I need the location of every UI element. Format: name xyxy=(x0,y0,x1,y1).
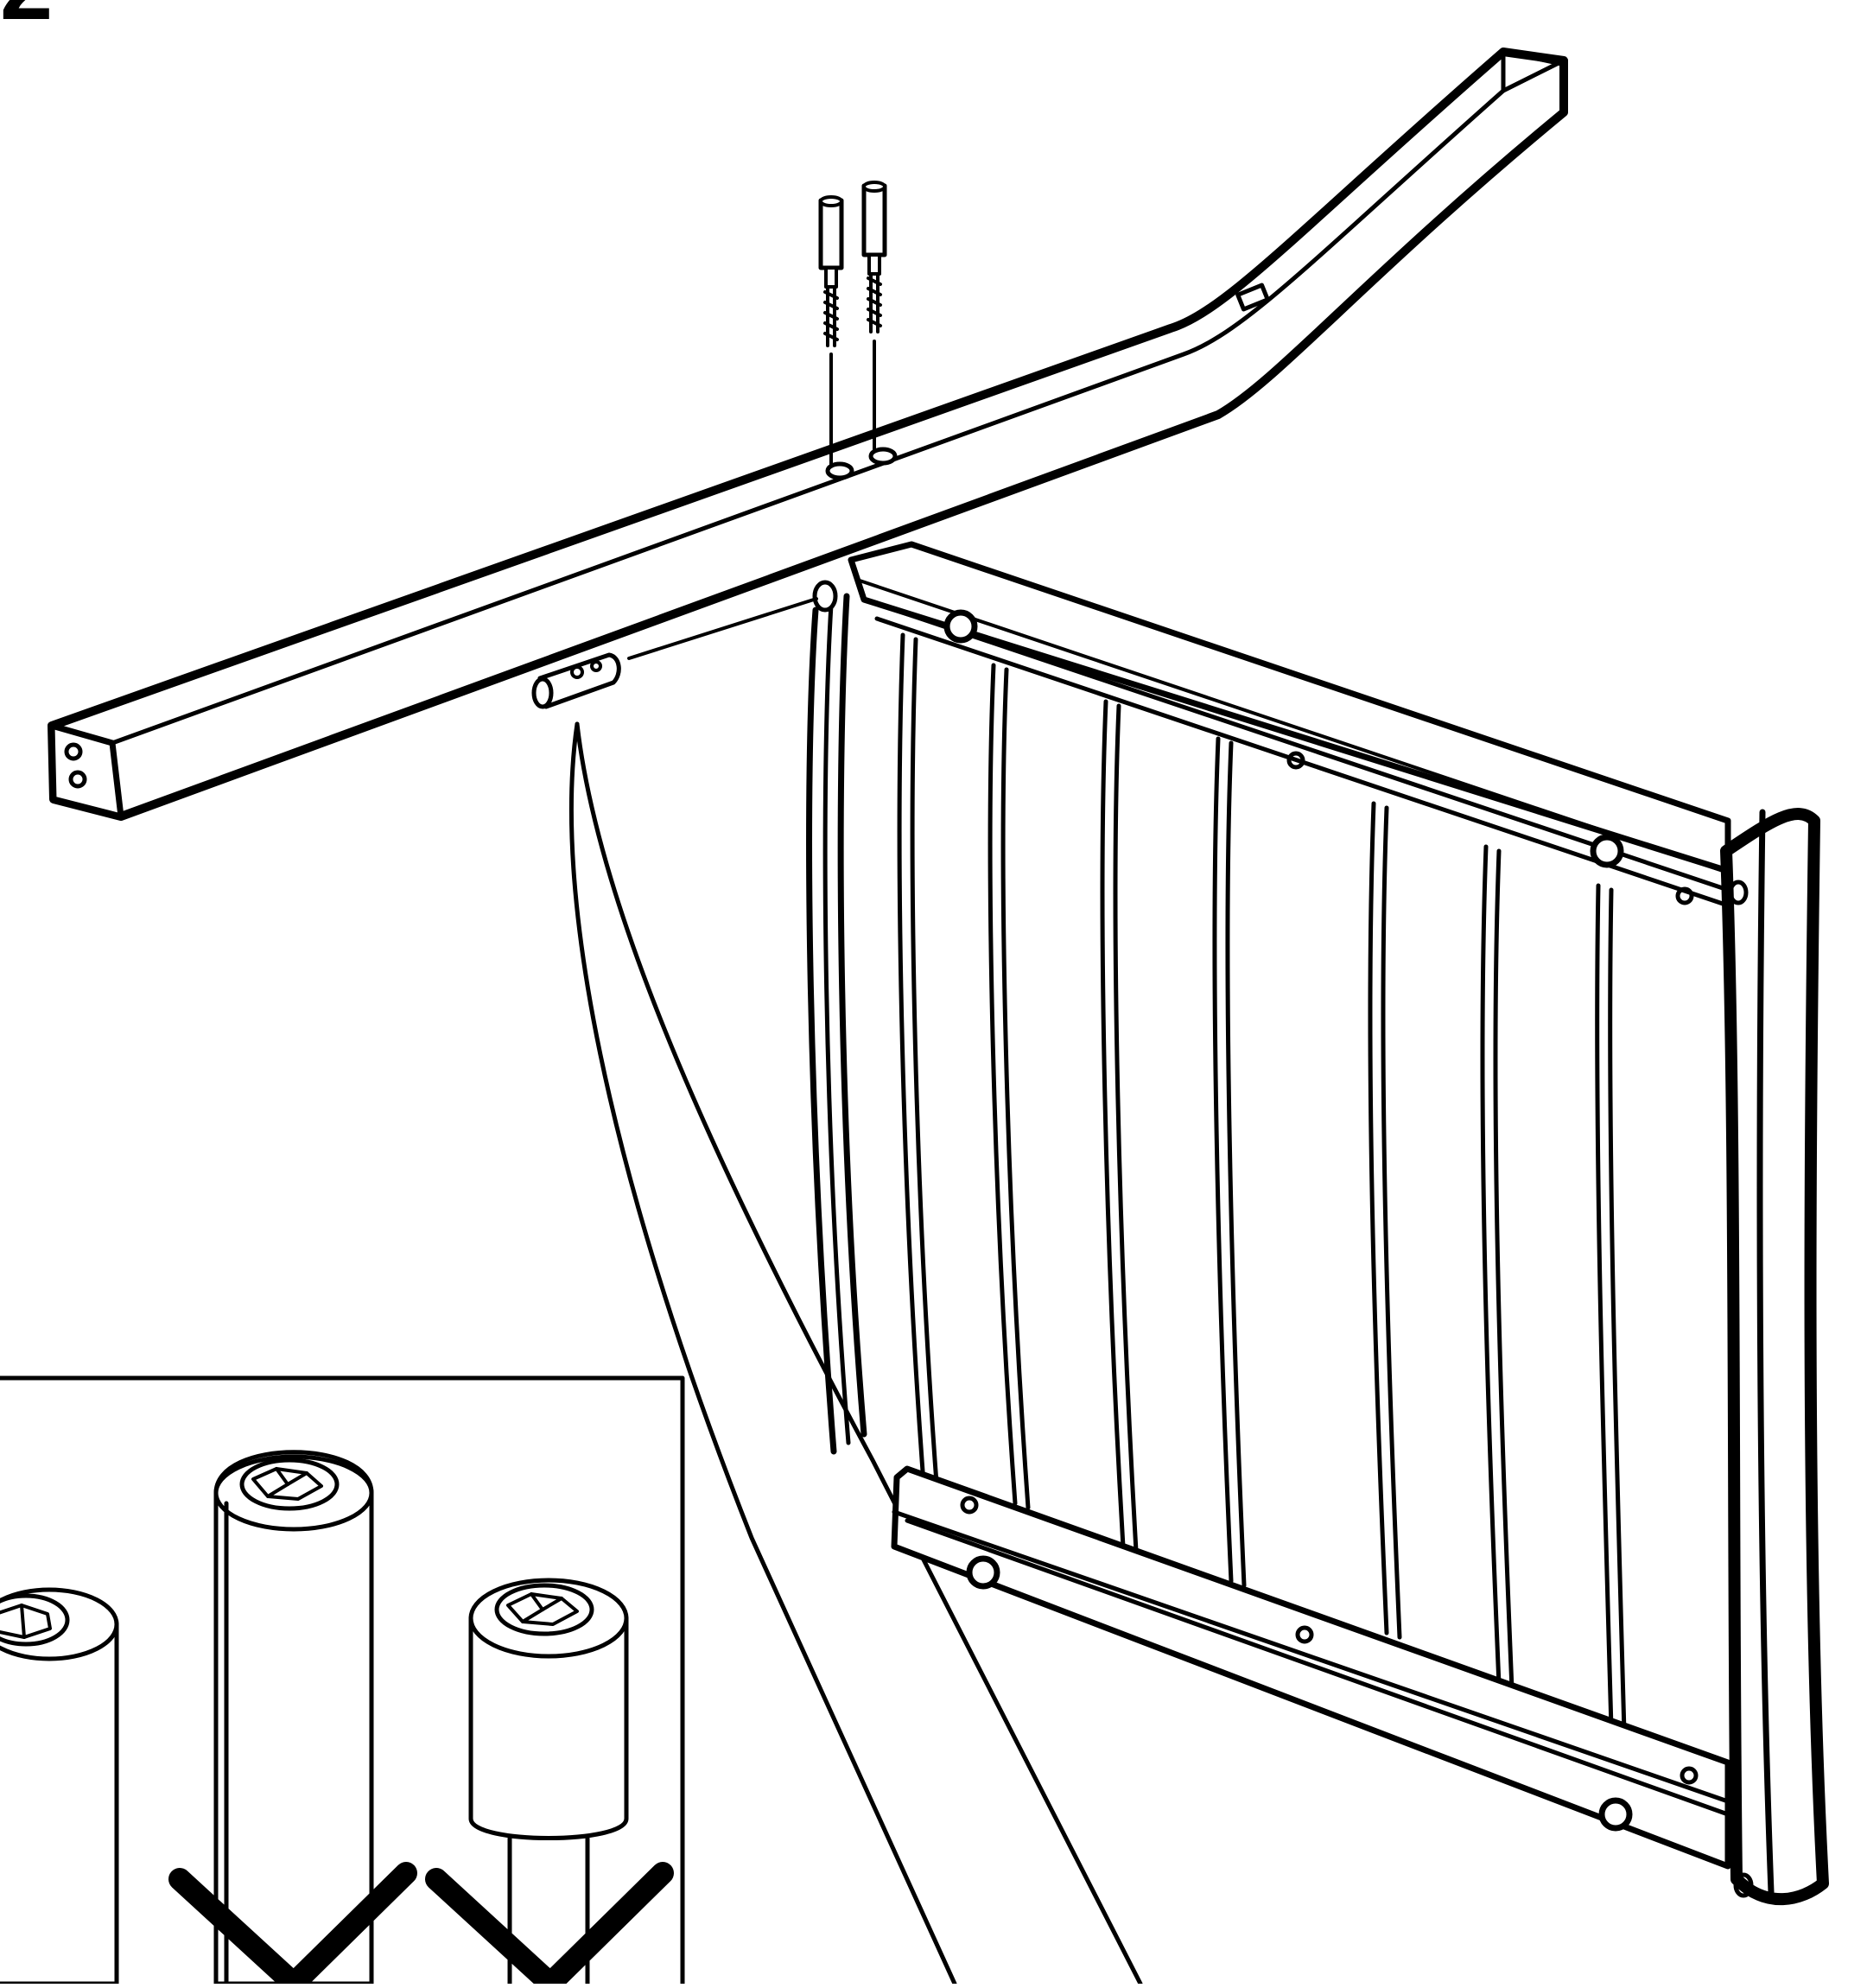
curved-side-frame xyxy=(568,721,1143,1986)
rail-bolt-heads xyxy=(943,609,1699,1832)
slat-group xyxy=(897,632,1627,1735)
bottom-rail xyxy=(891,1465,1731,1870)
cross-dowel xyxy=(531,597,818,709)
detail-inset xyxy=(0,1375,685,1988)
hex-socket-bolt-icon xyxy=(213,1450,374,1986)
step-number: 2 xyxy=(0,0,53,35)
right-post xyxy=(1720,808,1829,1906)
crossbar-tube xyxy=(48,48,1568,821)
slatted-back-frame xyxy=(806,541,1829,1906)
hex-socket-bolt-icon xyxy=(468,1578,629,1986)
screw-right xyxy=(861,181,887,453)
screw-left xyxy=(818,195,844,468)
checkmark-icon xyxy=(425,1862,674,1988)
hex-socket-bolt-icon xyxy=(0,1587,119,1986)
